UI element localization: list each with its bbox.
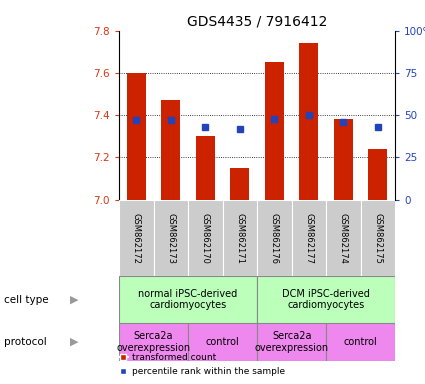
Bar [257,323,326,361]
Text: GSM862176: GSM862176 [270,213,279,263]
Bar [300,43,318,200]
Text: cell type: cell type [4,295,49,305]
Text: GSM862173: GSM862173 [166,213,175,263]
Text: GSM862172: GSM862172 [132,213,141,263]
Title: GDS4435 / 7916412: GDS4435 / 7916412 [187,14,327,28]
Text: Serca2a
overexpression: Serca2a overexpression [255,331,329,353]
Bar [119,200,153,276]
Text: protocol: protocol [4,337,47,347]
Bar [230,168,249,200]
Bar [127,73,146,200]
Bar [334,119,353,200]
Text: control: control [206,337,239,347]
Bar [162,101,180,200]
Text: GSM862170: GSM862170 [201,213,210,263]
Text: GSM862171: GSM862171 [235,213,244,263]
Text: control: control [344,337,377,347]
Text: normal iPSC-derived
cardiomyocytes: normal iPSC-derived cardiomyocytes [139,289,238,310]
Bar [361,200,395,276]
Bar [265,62,284,200]
Bar [188,323,257,361]
Text: Serca2a
overexpression: Serca2a overexpression [116,331,190,353]
Bar [368,149,388,200]
Text: GSM862177: GSM862177 [304,213,313,263]
Bar [223,200,257,276]
Bar [119,323,188,361]
Bar [292,200,326,276]
Bar [257,276,395,323]
Bar [119,276,257,323]
Bar [257,200,292,276]
Bar [326,323,395,361]
Legend: transformed count, percentile rank within the sample: transformed count, percentile rank withi… [115,350,289,379]
Text: ▶: ▶ [70,295,79,305]
Bar [153,200,188,276]
Text: GSM862174: GSM862174 [339,213,348,263]
Text: ▶: ▶ [70,337,79,347]
Bar [196,136,215,200]
Text: GSM862175: GSM862175 [374,213,382,263]
Bar [326,200,361,276]
Bar [188,200,223,276]
Text: DCM iPSC-derived
cardiomyocytes: DCM iPSC-derived cardiomyocytes [282,289,370,310]
